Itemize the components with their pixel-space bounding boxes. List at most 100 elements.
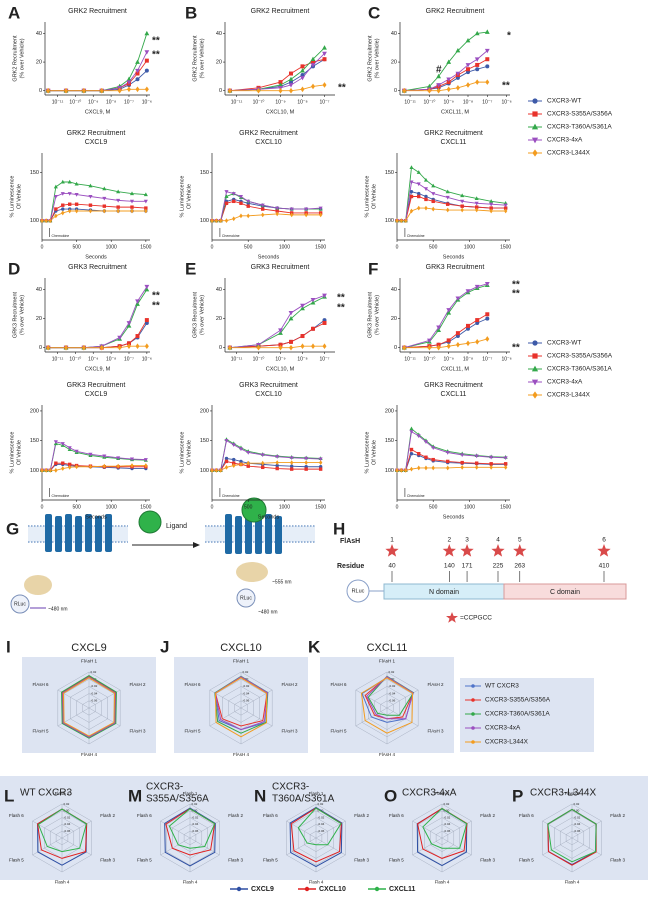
site-residue: 263 [514,563,525,570]
annotation: ** [152,291,160,302]
y-tick-label: 150 [385,438,394,444]
legend-marker [471,684,475,688]
series-area [37,808,88,853]
marker [67,208,72,214]
axis-label: Flash 3 [480,857,495,862]
marker [88,194,93,199]
marker [116,456,121,461]
annotation: Chemokine [407,234,425,238]
marker [318,212,323,218]
annotation: ** [512,343,520,354]
donor-label: RLuc [14,601,26,607]
series-area [422,807,468,849]
series-line [48,319,148,349]
site-residue: 225 [493,563,504,570]
legend-marker [471,726,475,730]
y-tick-label: 100 [385,218,394,224]
marker [311,326,315,331]
marker [88,464,93,470]
grid-ring [412,803,472,873]
x-axis-label: CXCL11, M [441,366,469,372]
marker [431,465,435,471]
y-axis-label: % Luminescence [179,176,185,218]
arrestin-right [236,562,268,582]
marker [238,194,244,199]
marker [399,467,404,473]
marker [289,207,294,212]
r-tick-label: -0.06 [91,699,98,703]
chart-title: CXCR3-L344X [530,788,596,799]
marker [275,211,279,217]
x-tick-label: 0 [41,504,44,510]
annotation: # [436,65,442,76]
r-tick-label: -0.02 [389,684,396,688]
site-residue: 140 [444,563,455,570]
marker [485,57,490,62]
marker [74,202,79,206]
site-residue: 40 [388,563,396,570]
y-axis-label: Of Vehicle [186,440,192,465]
annotation: Chemokine [52,234,70,238]
marker [88,183,93,188]
marker [135,299,140,304]
marker [126,321,132,326]
marker [455,48,461,53]
site-number: 2 [447,537,451,544]
marker [102,186,107,191]
x-axis-label: CXCL9, M [85,109,111,115]
chart-title: GRK2 Recruitment [426,8,485,15]
r-tick-label: 0.02 [91,670,97,674]
marker [289,87,293,94]
x-tick-label: 10⁻⁸ [106,99,116,105]
marker [232,463,236,468]
marker [116,208,120,214]
y-tick-label: 20 [36,316,42,322]
marker [304,212,308,218]
grid-ring [355,671,419,745]
marker [484,29,490,34]
y-tick-label: 100 [385,468,394,474]
axis-label: Flash 4 [435,879,450,884]
marker [275,455,280,459]
marker [474,284,480,290]
x-tick-label: 10⁻⁶ [501,356,511,362]
y-axis-label: GRK2 Recruitment [12,35,18,82]
marker [144,68,149,73]
axis-label: Flash 1 [183,791,198,796]
marker [304,460,308,465]
legend-label: CXCR3-T360A/S361A [547,124,612,131]
chart-title: GRK3 Recruitment [424,382,483,389]
grid-ring [178,824,202,852]
panel-letter: I [6,637,11,656]
marker [409,426,414,431]
y-tick-label: 40 [36,287,42,293]
marker [278,80,283,85]
legend-label: CXCR3-WT [547,340,581,347]
chart-title: GRK3 Recruitment [426,264,485,271]
marker [489,462,493,466]
marker [311,60,315,65]
r-tick-label: -0.04 [574,822,581,826]
marker [102,454,107,459]
marker [489,464,493,470]
marker [238,447,244,452]
axis-label: FlAsH 5 [184,729,201,734]
marker [474,205,479,209]
marker [460,199,465,204]
x-tick-label: 1000 [279,244,290,250]
legend-label: CXCR3-S355A/S356A [485,697,551,704]
marker [460,460,464,465]
marker [64,87,69,94]
chart-title: CXCR3- [272,782,309,793]
donor-label: RLuc [240,595,252,601]
marker [48,218,53,224]
panel-letter: N [254,786,266,805]
marker [64,344,69,351]
marker [423,187,429,191]
marker [46,87,51,94]
marker [144,343,149,349]
y-axis-label: (% over Vehicle) [19,295,25,335]
r-tick-label: 0.00 [64,809,70,813]
axis-label: Flash 4 [309,879,324,884]
